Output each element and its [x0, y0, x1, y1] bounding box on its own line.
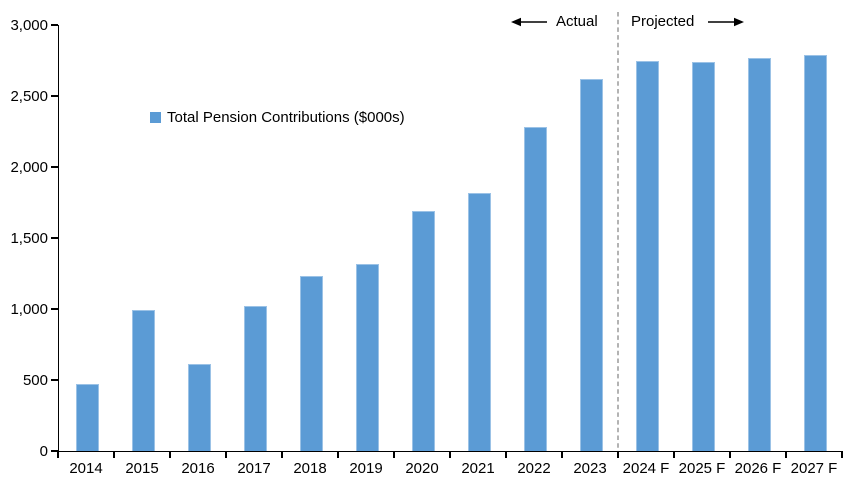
bar-2019	[355, 263, 379, 451]
bar-2024-f	[635, 60, 659, 451]
bar-2025-f	[691, 61, 715, 451]
x-axis-label: 2022	[517, 460, 551, 477]
x-axis-label: 2017	[237, 460, 271, 477]
projected-label: Projected	[631, 13, 695, 30]
y-axis-tick	[51, 95, 58, 97]
x-axis-tick	[785, 452, 787, 458]
bar-2023	[579, 78, 603, 451]
y-axis-tick-label: 3,000	[10, 16, 48, 34]
bar-2014	[75, 384, 99, 451]
x-axis-label: 2018	[293, 460, 327, 477]
right-arrow-icon	[708, 17, 744, 27]
x-axis-tick	[281, 452, 283, 458]
y-axis-tick	[51, 237, 58, 239]
x-axis-label: 2024 F	[622, 460, 670, 477]
x-axis-tick	[617, 452, 619, 458]
y-axis-tick	[51, 24, 58, 26]
x-axis-tick	[449, 452, 451, 458]
x-axis-label: 2016	[181, 460, 215, 477]
x-axis-label: 2027 F	[790, 460, 838, 477]
y-axis-tick-label: 1,000	[10, 300, 48, 318]
x-axis-tick	[393, 452, 395, 458]
y-axis-tick-label: 1,500	[10, 229, 48, 247]
y-axis-tick-label: 500	[22, 371, 48, 389]
x-axis-tick	[561, 452, 563, 458]
bar-2016	[187, 364, 211, 451]
x-axis-tick	[337, 452, 339, 458]
legend-swatch-icon	[150, 112, 161, 123]
y-axis-tick-label: 0	[39, 442, 48, 460]
x-axis-tick	[57, 452, 59, 458]
bar-2022	[523, 127, 547, 451]
y-axis-tick-label: 2,500	[10, 87, 48, 105]
legend-series-label: Total Pension Contributions ($000s)	[167, 109, 405, 126]
bar-2018	[299, 276, 323, 451]
x-axis-label: 2020	[405, 460, 439, 477]
y-axis-tick	[51, 450, 58, 452]
left-arrow-icon	[511, 17, 547, 27]
x-axis-label: 2023	[573, 460, 607, 477]
y-axis-tick	[51, 166, 58, 168]
x-axis-label: 2015	[125, 460, 159, 477]
x-axis-tick	[729, 452, 731, 458]
y-axis-tick	[51, 379, 58, 381]
x-axis-tick	[673, 452, 675, 458]
plot-area	[58, 25, 843, 452]
y-axis-tick	[51, 308, 58, 310]
bar-2026-f	[747, 57, 771, 451]
x-axis-tick	[841, 452, 843, 458]
bar-2027-f	[803, 54, 827, 451]
actual-label: Actual	[556, 13, 598, 30]
chart-legend: Total Pension Contributions ($000s)	[150, 109, 405, 126]
bar-2021	[467, 192, 491, 451]
bar-2017	[243, 306, 267, 451]
x-axis-tick	[505, 452, 507, 458]
x-axis-tick	[225, 452, 227, 458]
y-axis-tick-label: 2,000	[10, 158, 48, 176]
x-axis-tick	[113, 452, 115, 458]
bar-2015	[131, 310, 155, 451]
x-axis-tick	[169, 452, 171, 458]
actual-projected-divider	[617, 12, 619, 452]
x-axis-label: 2021	[461, 460, 495, 477]
x-axis-label: 2025 F	[678, 460, 726, 477]
x-axis-label: 2026 F	[734, 460, 782, 477]
x-axis-label: 2014	[69, 460, 103, 477]
x-axis-label: 2019	[349, 460, 383, 477]
bar-2020	[411, 211, 435, 451]
